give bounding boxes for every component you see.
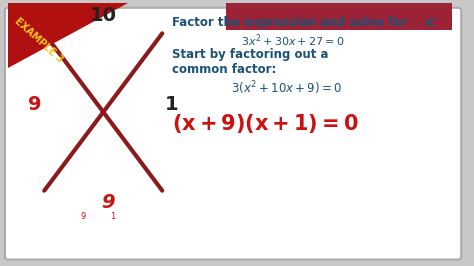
FancyBboxPatch shape (226, 3, 452, 30)
Text: x:: x: (425, 16, 437, 29)
Text: 9: 9 (101, 193, 115, 212)
Text: common factor:: common factor: (172, 63, 276, 76)
FancyBboxPatch shape (5, 8, 461, 260)
Text: Start by factoring out a: Start by factoring out a (172, 48, 328, 61)
Text: 10: 10 (90, 6, 117, 26)
Text: 9: 9 (81, 212, 86, 221)
Text: $\mathbf{(x + 9)(x + 1) = 0}$: $\mathbf{(x + 9)(x + 1) = 0}$ (172, 112, 359, 135)
Text: Factor the expression and solve for: Factor the expression and solve for (172, 16, 411, 29)
Text: 1: 1 (110, 212, 116, 221)
Text: $3x^2 + 30x + 27 = 0$: $3x^2 + 30x + 27 = 0$ (241, 32, 345, 49)
Text: $3(x^2 + 10x + 9) = 0$: $3(x^2 + 10x + 9) = 0$ (231, 80, 342, 97)
Polygon shape (8, 3, 128, 68)
Text: 9: 9 (27, 95, 41, 114)
Text: EXAMPLE 3: EXAMPLE 3 (13, 16, 65, 64)
Text: 1: 1 (165, 95, 179, 114)
